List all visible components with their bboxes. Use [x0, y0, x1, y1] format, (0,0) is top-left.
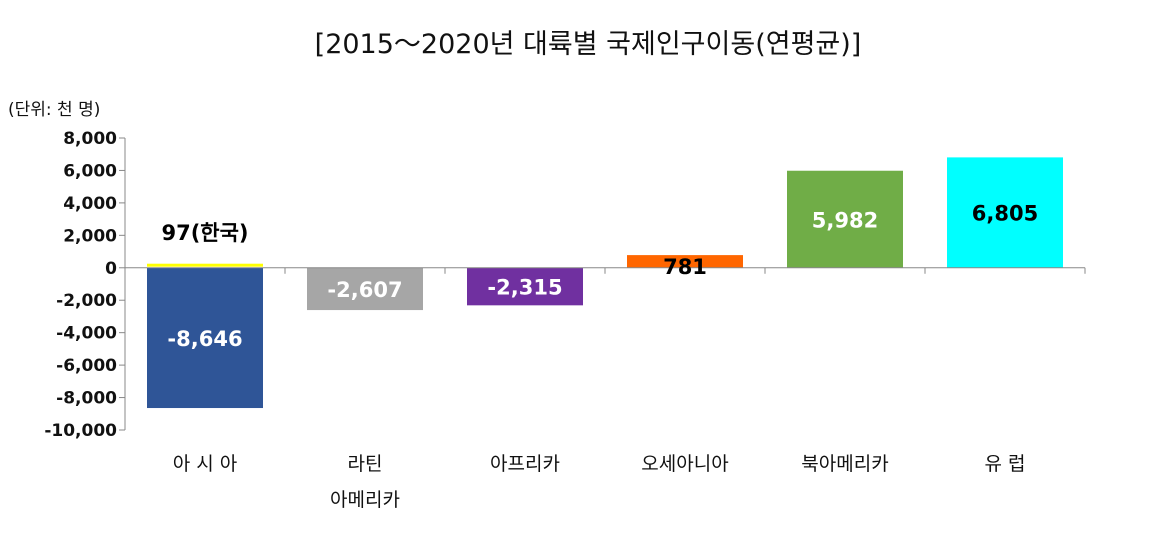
x-category-label: 아 시 아 [173, 453, 238, 475]
x-category-label: 아프리카 [490, 453, 560, 475]
data-label: 6,805 [972, 202, 1038, 226]
y-tick-label: -8,000 [56, 389, 117, 409]
bar [947, 157, 1063, 268]
y-tick-label: 0 [105, 259, 117, 279]
bar [307, 267, 423, 311]
y-tick-label: -4,000 [56, 324, 117, 344]
y-tick-label: -10,000 [44, 421, 117, 441]
x-category-label: 아메리카 [330, 489, 400, 511]
bar [147, 267, 263, 409]
x-category-label: 오세아니아 [641, 453, 728, 475]
bar [627, 255, 743, 268]
annotation-label: 97(한국) [161, 221, 248, 245]
bar [787, 170, 903, 268]
data-label: 5,982 [812, 208, 878, 232]
y-tick-label: -2,000 [56, 291, 117, 311]
y-tick-label: 4,000 [63, 194, 117, 214]
x-category-label: 유 럽 [985, 453, 1026, 475]
x-category-label: 북아메리카 [801, 453, 888, 475]
data-label: 781 [663, 255, 707, 279]
data-label: -8,646 [167, 327, 242, 351]
y-tick-label: 6,000 [63, 161, 117, 181]
x-category-label: 라틴 [348, 453, 383, 475]
data-label: -2,607 [327, 278, 402, 302]
y-tick-label: -6,000 [56, 356, 117, 376]
unit-label: (단위: 천 명) [8, 100, 101, 120]
bar [467, 267, 583, 306]
chart-title: [2015～2020년 대륙별 국제인구이동(연평균)] [314, 29, 862, 60]
y-tick-label: 8,000 [63, 129, 117, 149]
y-tick-label: 2,000 [63, 226, 117, 246]
annotation-bar [147, 263, 263, 267]
data-label: -2,315 [487, 276, 562, 300]
